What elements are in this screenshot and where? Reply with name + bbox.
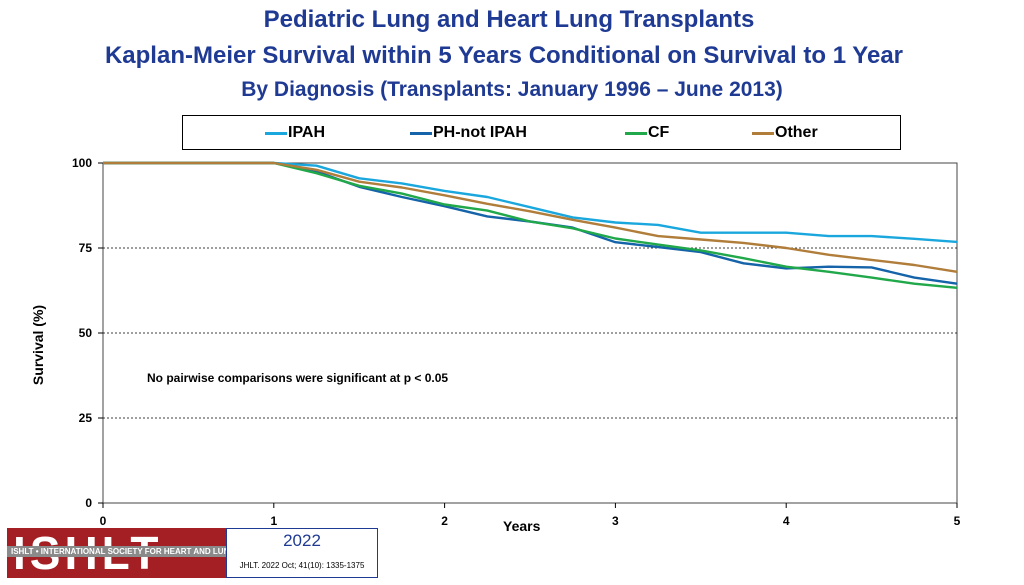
legend-swatch-other xyxy=(752,131,774,135)
legend-item-cf: CF xyxy=(625,123,669,143)
legend-swatch-cf xyxy=(625,131,647,135)
series-line-other xyxy=(103,161,958,273)
y-tick-label-75: 75 xyxy=(79,241,93,255)
citation-box: 2022 JHLT. 2022 Oct; 41(10): 1335-1375 xyxy=(226,528,378,578)
citation-text: JHLT. 2022 Oct; 41(10): 1335-1375 xyxy=(239,561,365,570)
legend-item-other: Other xyxy=(752,123,818,143)
series-line-ipah xyxy=(103,161,958,244)
legend-label-ipah: IPAH xyxy=(288,124,326,141)
x-tick-label-5: 5 xyxy=(954,514,961,528)
x-tick-label-0: 0 xyxy=(100,514,107,528)
x-tick-label-2: 2 xyxy=(441,514,448,528)
y-axis-label: Survival (%) xyxy=(30,304,46,386)
title-line-1: Pediatric Lung and Heart Lung Transplant… xyxy=(263,6,755,33)
significance-annotation: No pairwise comparisons were significant… xyxy=(147,371,449,385)
legend-label-cf: CF xyxy=(648,124,670,141)
title-line-2: Kaplan-Meier Survival within 5 Years Con… xyxy=(104,42,904,69)
legend-item-ph-not-ipah: PH-not IPAH xyxy=(410,123,527,143)
series-line-cf xyxy=(103,161,958,289)
y-tick-label-100: 100 xyxy=(72,156,92,170)
citation-year: 2022 xyxy=(283,531,321,550)
x-axis-label: Years xyxy=(503,518,541,534)
survival-chart: 0 25 50 75 100 0 1 2 3 4 5 xyxy=(72,156,961,528)
legend-item-ipah: IPAH xyxy=(265,123,325,143)
logo-letters: ISHLT xyxy=(13,528,163,578)
x-tick-label-4: 4 xyxy=(783,514,790,528)
series-line-ph-not-ipah xyxy=(103,161,958,285)
x-tick-label-3: 3 xyxy=(612,514,619,528)
legend-label-ph-not-ipah: PH-not IPAH xyxy=(433,124,527,141)
chart-legend: IPAH PH-not IPAH CF Other xyxy=(182,115,901,150)
legend-label-other: Other xyxy=(775,124,818,141)
ishlt-logo: ISHLT xyxy=(7,528,226,578)
y-tick-label-50: 50 xyxy=(79,326,93,340)
y-tick-label-25: 25 xyxy=(79,411,93,425)
x-tick-label-1: 1 xyxy=(270,514,277,528)
legend-swatch-ph-not-ipah xyxy=(410,131,432,135)
legend-swatch-ipah xyxy=(265,131,287,135)
y-tick-label-0: 0 xyxy=(85,496,92,510)
title-line-3: By Diagnosis (Transplants: January 1996 … xyxy=(241,78,783,101)
